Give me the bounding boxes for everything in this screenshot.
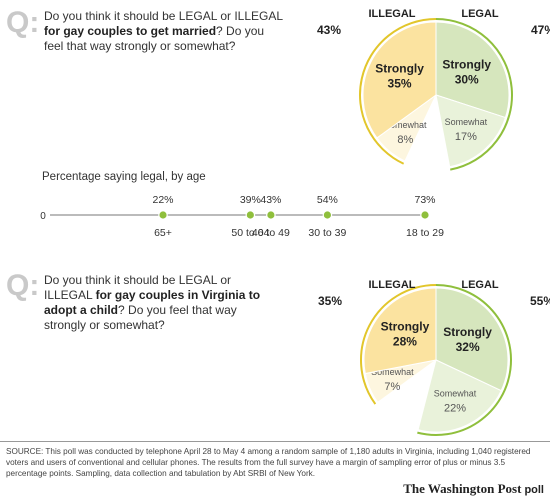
- age-category-label: 50 to 64: [231, 227, 269, 239]
- illegal-total-label: ILLEGAL: [368, 8, 415, 20]
- age-category-label: 65+: [154, 227, 172, 239]
- pie-slice: [363, 287, 437, 375]
- question-text: Do you think it should be LEGAL or ILLEG…: [44, 273, 282, 333]
- question-text-post: ? Do you feel that way strongly or somew…: [44, 303, 237, 332]
- legal-total-label: LEGAL: [461, 8, 499, 20]
- slice-label: Strongly: [442, 58, 491, 72]
- slice-value: 17%: [455, 131, 477, 143]
- legal-total-value: 55%: [530, 294, 550, 308]
- legal-arc: [435, 18, 513, 171]
- brand-name: The Washington Post: [403, 481, 522, 496]
- slice-label: Somewhat: [384, 120, 427, 130]
- illegal-total-value: 43%: [317, 23, 341, 37]
- illegal-total-value: 35%: [318, 294, 342, 308]
- pie-slice: [435, 287, 509, 392]
- slice-value: 22%: [444, 402, 466, 414]
- question-text-pre: Do you think it should be LEGAL or ILLEG…: [44, 9, 283, 23]
- slice-label: Strongly: [375, 61, 424, 75]
- age-value-label: 22%: [153, 194, 174, 206]
- illegal-total-label: ILLEGAL: [368, 279, 415, 291]
- slice-value: 32%: [456, 340, 480, 354]
- age-chart-title: Percentage saying legal, by age: [42, 171, 206, 183]
- age-dot: [266, 210, 276, 220]
- slice-label: Somewhat: [434, 388, 477, 398]
- age-dot: [322, 210, 333, 220]
- age-dot: [245, 210, 256, 220]
- legal-total-label: LEGAL: [461, 279, 499, 291]
- question-text-bold: for gay couples to get married: [44, 24, 217, 38]
- age-value-label: 39%: [240, 194, 261, 206]
- pie-slice: [362, 21, 437, 139]
- slice-label: Somewhat: [371, 367, 414, 377]
- slice-label: Strongly: [381, 319, 430, 333]
- pie-slice: [435, 94, 507, 168]
- slice-value: 7%: [384, 381, 400, 393]
- source-note: SOURCE: This poll was conducted by telep…: [6, 447, 531, 478]
- slice-label: Somewhat: [445, 117, 488, 127]
- age-category-label: 30 to 39: [308, 227, 346, 239]
- pie-slice: [435, 21, 510, 119]
- slice-value: 35%: [388, 76, 412, 90]
- question-text-pre: Do you think it should be LEGAL or ILLEG…: [44, 273, 231, 302]
- age-value-label: 73%: [414, 194, 435, 206]
- divider: [0, 441, 550, 442]
- age-category-label: 18 to 29: [406, 227, 444, 239]
- question-marker: Q:: [6, 6, 40, 39]
- age-category-label: 40 to 49: [252, 227, 290, 239]
- brand-logo: The Washington Post poll: [403, 481, 544, 497]
- pie-slice: [417, 359, 502, 433]
- age-axis-zero: 0: [40, 211, 46, 222]
- age-value-label: 54%: [317, 194, 338, 206]
- question-text-bold: for gay couples in Virginia to adopt a c…: [44, 288, 261, 317]
- question-marker: Q:: [6, 269, 40, 302]
- slice-label: Strongly: [443, 325, 492, 339]
- slice-value: 28%: [393, 334, 417, 348]
- illegal-arc: [360, 284, 437, 405]
- slice-value: 30%: [455, 73, 479, 87]
- illegal-arc: [359, 18, 437, 165]
- slice-value: 8%: [397, 134, 413, 146]
- question-text: Do you think it should be LEGAL or ILLEG…: [44, 9, 284, 54]
- brand-suffix: poll: [524, 484, 544, 496]
- age-value-label: 43%: [260, 194, 281, 206]
- age-dot: [420, 210, 430, 220]
- question-text-post: ? Do you feel that way strongly or somew…: [44, 24, 265, 53]
- age-dot: [158, 210, 168, 220]
- legal-arc: [417, 284, 512, 436]
- legal-total-value: 47%: [531, 23, 550, 37]
